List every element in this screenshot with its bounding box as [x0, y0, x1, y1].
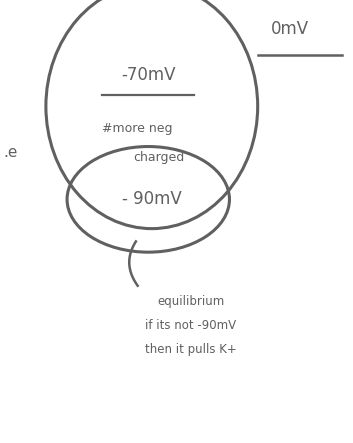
Text: charged: charged [133, 151, 185, 164]
Text: #more neg: #more neg [102, 122, 173, 135]
Text: equilibrium: equilibrium [157, 295, 224, 307]
Text: -70mV: -70mV [121, 66, 175, 84]
Text: .e: .e [4, 145, 18, 160]
Text: if its not -90mV: if its not -90mV [145, 319, 236, 332]
Text: - 90mV: - 90mV [122, 190, 182, 208]
Text: then it pulls K+: then it pulls K+ [145, 343, 237, 356]
Text: 0mV: 0mV [270, 19, 309, 38]
